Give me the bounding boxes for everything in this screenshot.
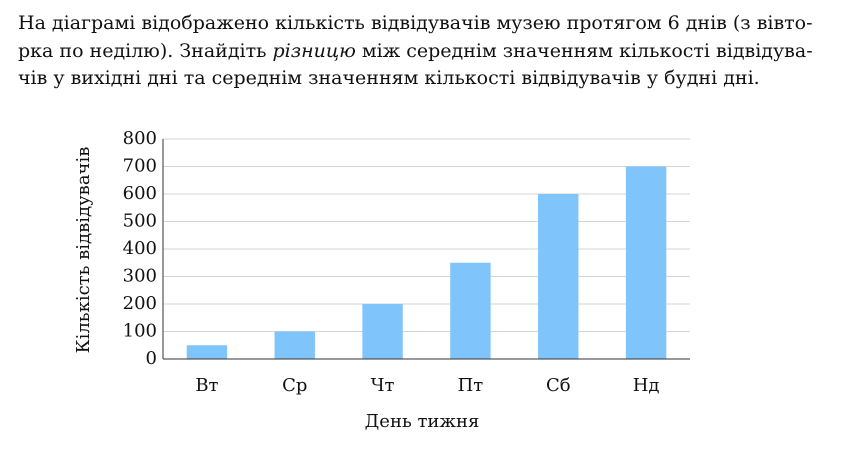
x-tick-label: Ср — [282, 375, 307, 396]
y-tick-label: 700 — [123, 156, 157, 177]
x-tick-label: Чт — [371, 375, 395, 396]
x-axis-label: День тижня — [365, 411, 480, 432]
x-tick-label: Сб — [546, 375, 571, 396]
y-tick-label: 300 — [123, 266, 157, 287]
problem-text: На діаграмі відображено кількість відвід… — [18, 10, 838, 93]
bar — [538, 194, 579, 359]
text: рка по неділю). Знайдіть — [18, 39, 273, 62]
text-line: чів у вихідні дні та середнім значенням … — [18, 65, 838, 93]
x-tick-label: Нд — [633, 375, 660, 396]
text: між середнім значенням кількості відвіду… — [355, 39, 813, 62]
text-line: рка по неділю). Знайдіть різницю між сер… — [18, 38, 838, 66]
y-tick-label: 400 — [123, 238, 157, 259]
y-tick-label: 500 — [123, 211, 157, 232]
bar — [186, 345, 228, 359]
emphasis: різницю — [272, 39, 356, 62]
y-tick-label: 600 — [123, 183, 157, 204]
text: чів у вихідні дні та середнім значенням … — [18, 67, 760, 89]
x-tick-label: Вт — [195, 375, 218, 396]
y-tick-label: 800 — [123, 128, 157, 149]
bar — [625, 166, 667, 359]
text-line: На діаграмі відображено кількість відвід… — [18, 10, 838, 38]
y-tick-label: 0 — [146, 348, 157, 369]
text: На діаграмі відображено кількість відвід… — [18, 12, 813, 34]
x-tick-label: Пт — [458, 375, 484, 396]
y-tick-label: 100 — [123, 321, 157, 342]
bar — [274, 331, 315, 359]
bar — [362, 304, 403, 359]
y-tick-label: 200 — [123, 293, 157, 314]
y-axis-label: Кількість відвідувачів — [73, 147, 94, 354]
bar — [450, 262, 491, 359]
